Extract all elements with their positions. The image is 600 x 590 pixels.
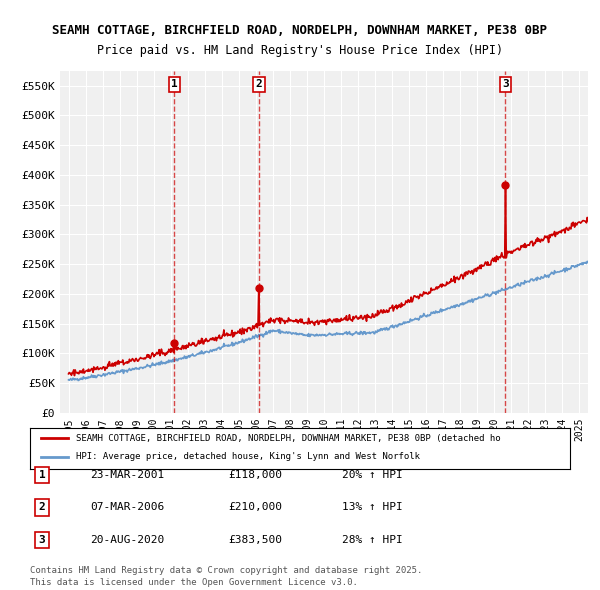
Text: 2: 2 bbox=[38, 503, 46, 512]
Text: 2: 2 bbox=[256, 80, 262, 89]
Text: 1: 1 bbox=[38, 470, 46, 480]
Text: 3: 3 bbox=[38, 535, 46, 545]
Text: 20-AUG-2020: 20-AUG-2020 bbox=[90, 535, 164, 545]
Text: SEAMH COTTAGE, BIRCHFIELD ROAD, NORDELPH, DOWNHAM MARKET, PE38 0BP (detached ho: SEAMH COTTAGE, BIRCHFIELD ROAD, NORDELPH… bbox=[76, 434, 500, 442]
Text: £118,000: £118,000 bbox=[228, 470, 282, 480]
Text: 23-MAR-2001: 23-MAR-2001 bbox=[90, 470, 164, 480]
Text: 20% ↑ HPI: 20% ↑ HPI bbox=[342, 470, 403, 480]
Text: Price paid vs. HM Land Registry's House Price Index (HPI): Price paid vs. HM Land Registry's House … bbox=[97, 44, 503, 57]
Text: 07-MAR-2006: 07-MAR-2006 bbox=[90, 503, 164, 512]
Text: HPI: Average price, detached house, King's Lynn and West Norfolk: HPI: Average price, detached house, King… bbox=[76, 452, 420, 461]
Text: £210,000: £210,000 bbox=[228, 503, 282, 512]
Text: SEAMH COTTAGE, BIRCHFIELD ROAD, NORDELPH, DOWNHAM MARKET, PE38 0BP: SEAMH COTTAGE, BIRCHFIELD ROAD, NORDELPH… bbox=[53, 24, 548, 37]
Text: 13% ↑ HPI: 13% ↑ HPI bbox=[342, 503, 403, 512]
Text: This data is licensed under the Open Government Licence v3.0.: This data is licensed under the Open Gov… bbox=[30, 578, 358, 587]
Text: Contains HM Land Registry data © Crown copyright and database right 2025.: Contains HM Land Registry data © Crown c… bbox=[30, 566, 422, 575]
Text: 3: 3 bbox=[502, 80, 509, 89]
Text: 1: 1 bbox=[171, 80, 178, 89]
Text: 28% ↑ HPI: 28% ↑ HPI bbox=[342, 535, 403, 545]
Text: £383,500: £383,500 bbox=[228, 535, 282, 545]
